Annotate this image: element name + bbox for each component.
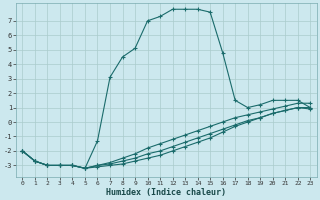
X-axis label: Humidex (Indice chaleur): Humidex (Indice chaleur) bbox=[106, 188, 226, 197]
